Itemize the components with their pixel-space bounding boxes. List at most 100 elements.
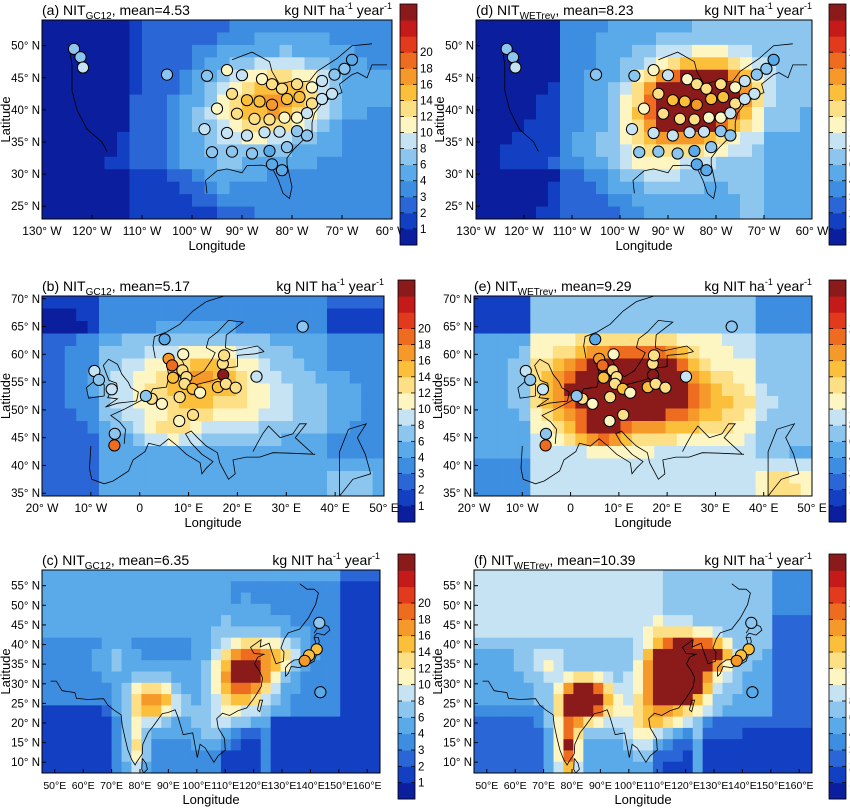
colorbar-segment	[829, 554, 846, 571]
field-cell	[710, 408, 723, 422]
field-cell	[507, 408, 520, 422]
field-cell	[586, 471, 599, 485]
field-cell	[315, 333, 328, 347]
field-cell	[586, 483, 599, 496]
field-cell	[250, 603, 262, 616]
field-cell	[672, 694, 684, 706]
field-cell	[330, 761, 341, 773]
field-cell	[220, 705, 232, 718]
site-marker	[657, 107, 670, 120]
y-tick-label: 25° N	[11, 201, 40, 213]
field-cell	[507, 421, 520, 435]
field-cell	[776, 206, 789, 219]
field-cell	[190, 433, 203, 447]
field-cell	[101, 716, 113, 729]
field-cell	[507, 471, 520, 485]
y-tick-label: 35° N	[11, 488, 40, 500]
field-cell	[563, 615, 575, 627]
field-cell	[764, 131, 777, 145]
field-cell	[240, 682, 252, 695]
field-cell	[211, 648, 222, 661]
field-cell	[327, 408, 339, 422]
field-cell	[772, 694, 783, 706]
field-cell	[507, 358, 520, 372]
field-cell	[503, 615, 515, 627]
field-cell	[676, 446, 689, 460]
field-cell	[292, 57, 306, 71]
field-cell	[372, 383, 384, 397]
field-cell	[682, 727, 694, 740]
field-cell	[61, 750, 73, 763]
field-cell	[503, 682, 515, 695]
field-cell	[217, 20, 231, 34]
field-cell	[167, 206, 181, 219]
field-cell	[191, 705, 202, 718]
field-cell	[111, 626, 123, 639]
field-cell	[523, 761, 535, 773]
field-cell	[370, 603, 380, 616]
site-marker	[235, 69, 249, 82]
field-cell	[632, 32, 645, 46]
field-cell	[42, 32, 56, 46]
x-tick-label: 70° W	[748, 224, 781, 238]
field-cell	[800, 446, 812, 460]
field-cell	[573, 637, 584, 650]
field-cell	[151, 626, 162, 639]
field-cell	[310, 592, 321, 605]
field-cell	[512, 156, 525, 170]
field-cell	[740, 32, 753, 46]
field-cell	[201, 483, 214, 496]
site-marker	[155, 397, 168, 410]
y-tick-label: 55° N	[443, 377, 472, 389]
field-cell	[51, 705, 63, 718]
field-cell	[156, 371, 168, 385]
x-tick-label: 120° W	[72, 224, 112, 238]
field-cell	[583, 637, 594, 650]
field-cell	[560, 44, 573, 58]
field-cell	[133, 346, 146, 360]
field-cell	[372, 333, 384, 347]
field-cell	[290, 603, 302, 616]
field-cell	[61, 671, 73, 684]
colorbar-segment	[829, 4, 846, 21]
field-cell	[270, 694, 282, 706]
field-cell	[87, 446, 100, 460]
field-cell	[766, 408, 779, 422]
field-cell	[633, 648, 644, 661]
field-cell	[572, 119, 585, 133]
site-marker	[158, 333, 171, 346]
field-cell	[722, 750, 734, 763]
field-cell	[270, 750, 282, 763]
field-cell	[317, 206, 331, 219]
field-cell	[270, 727, 282, 740]
field-cell	[631, 471, 644, 485]
field-cell	[360, 682, 371, 695]
field-cell	[192, 181, 206, 195]
field-cell	[161, 727, 172, 740]
field-cell	[151, 705, 162, 718]
site-marker	[647, 349, 661, 362]
field-cell	[692, 57, 705, 71]
field-cell	[129, 69, 143, 83]
colorbar-segment	[829, 489, 846, 507]
colorbar-segment	[829, 312, 846, 329]
field-cell	[292, 358, 305, 372]
field-cell	[513, 660, 525, 673]
field-cell	[563, 727, 575, 740]
field-cell	[633, 727, 644, 740]
field-cell	[111, 761, 123, 773]
field-cell	[360, 637, 371, 650]
field-cell	[524, 181, 537, 195]
field-cell	[800, 57, 812, 71]
field-cell	[692, 705, 704, 718]
field-cell	[76, 408, 89, 422]
field-cell	[133, 408, 146, 422]
colorbar-segment	[829, 750, 846, 767]
field-cell	[290, 592, 302, 605]
panel-e: 20° W 10° W 0 10° E 20° E 30° E 40° E 50° E35° …	[430, 277, 850, 530]
coastline	[632, 64, 808, 200]
field-cell	[543, 716, 555, 729]
field-cell	[290, 626, 302, 639]
y-tick-label: 45° N	[443, 620, 472, 632]
field-cell	[788, 107, 801, 121]
